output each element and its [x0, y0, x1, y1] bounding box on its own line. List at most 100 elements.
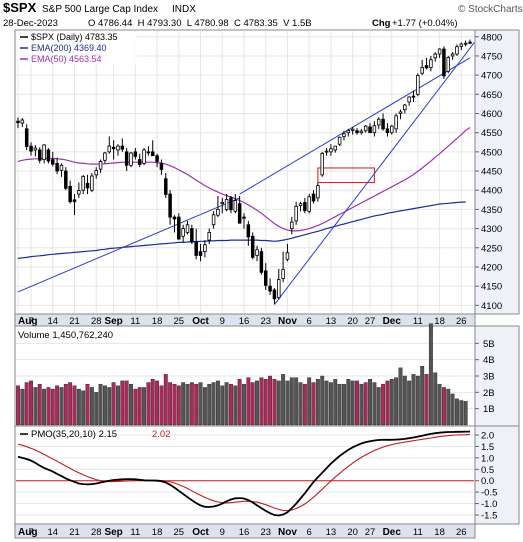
date-axis-label: Sep: [104, 527, 122, 538]
candle-down: [29, 145, 33, 152]
volume-bar-down: [250, 382, 255, 426]
ema200-layer: [17, 201, 466, 260]
candle-down: [120, 145, 125, 150]
price-y-tick-label: 4800: [481, 32, 502, 43]
volume-bar-up: [307, 377, 312, 426]
volume-bar-up: [411, 374, 416, 426]
volume-bar-down: [263, 379, 268, 426]
volume-bar-up: [142, 387, 146, 426]
candle-down: [177, 216, 181, 240]
candle-up: [216, 209, 220, 216]
volume-bar-down: [120, 380, 125, 426]
legend-ema50: EMA(50) 4563.54: [31, 54, 102, 64]
exchange: INDX: [172, 4, 196, 15]
date-axis-label: 6: [307, 316, 312, 327]
pmo-y-tick-label: -1.5: [481, 511, 497, 522]
ema200-line: [17, 201, 466, 260]
candle-up: [376, 118, 381, 126]
candle-up: [455, 46, 459, 55]
pmo-y-tick-label: 1.0: [481, 453, 494, 464]
candle-up: [390, 125, 394, 134]
volume-bar-up: [446, 388, 451, 426]
volume-bar-down: [85, 383, 90, 426]
price-y-tick-label: 4750: [481, 51, 502, 62]
volume-bar-up: [342, 383, 346, 426]
candle-up: [394, 115, 398, 130]
date-axis-label: 7: [28, 527, 33, 538]
pmo-y-tick-label: -0.5: [481, 488, 497, 499]
candle-up: [211, 214, 216, 226]
volume-bar-up: [402, 375, 407, 426]
candle-down: [124, 151, 129, 166]
candle-down: [442, 48, 446, 77]
volume-bar-down: [155, 380, 160, 426]
candle-down: [237, 203, 242, 224]
volume-bar-down: [50, 388, 55, 426]
candle-down: [263, 270, 268, 286]
price-y-tick-label: 4550: [481, 128, 502, 139]
volume-bar-up: [298, 382, 303, 426]
candle-down: [155, 155, 159, 162]
candle-down: [51, 159, 55, 165]
volume-bar-up: [372, 382, 377, 426]
volume-bar-up: [255, 380, 259, 426]
date-axis-label: 11: [413, 527, 423, 538]
volume-bar-up: [294, 377, 299, 426]
volume-bar-up: [185, 383, 190, 426]
volume-bar-up: [333, 379, 338, 426]
date-axis-label: 21: [69, 316, 80, 327]
candle-up: [324, 150, 329, 153]
candle-down: [385, 128, 390, 134]
volume-bar-down: [272, 379, 277, 426]
candle-up: [185, 224, 190, 233]
date-axis-label: Aug: [18, 316, 37, 327]
volume-y-axis: 1B 2B 3B 4B 5B: [475, 339, 495, 415]
volume-bar-up: [394, 377, 399, 426]
ema50-layer: [17, 127, 471, 232]
volume-bar-up: [420, 366, 425, 426]
pmo-y-tick-label: 2.0: [481, 431, 494, 442]
volume-bar-up: [276, 380, 281, 426]
volume-bar-down: [172, 383, 177, 426]
price-y-tick-label: 4600: [481, 109, 502, 120]
date-axis-label: 23: [260, 316, 271, 327]
candle-up: [346, 129, 351, 134]
candle-up: [59, 164, 64, 171]
candle-up: [33, 147, 38, 151]
volume-bar-down: [441, 387, 446, 426]
date-axis-label: 7: [28, 316, 33, 327]
volume-bar-up: [328, 382, 333, 426]
date-axis-label: 14: [47, 527, 58, 538]
volume-bar-up: [320, 375, 325, 426]
volume-bar-down: [189, 382, 194, 426]
candle-up: [437, 48, 442, 55]
candle-down: [190, 228, 194, 243]
volume-bar-down: [311, 382, 316, 426]
price-y-tick-label: 4150: [481, 282, 502, 293]
candle-down: [468, 41, 472, 44]
date-axis-label: 6: [307, 527, 312, 538]
volume-bar-up: [94, 392, 99, 426]
volume-bar-down: [46, 387, 51, 426]
volume-bar-up: [450, 393, 455, 426]
candle-up: [294, 205, 298, 222]
trend-line: [17, 197, 240, 293]
volume-bar-up: [42, 388, 47, 426]
date-axis-2: [14, 523, 476, 539]
candle-down: [16, 120, 20, 124]
candle-up: [129, 152, 133, 166]
price-y-tick-label: 4100: [481, 301, 502, 312]
date-axis-label: 13: [326, 316, 337, 327]
annotation-box: [317, 167, 375, 184]
candle-up: [103, 152, 107, 161]
volume-bars: [16, 323, 468, 426]
candle-up: [94, 170, 98, 176]
volume-bar-up: [346, 379, 351, 426]
volume-bar-up: [376, 387, 381, 426]
volume-bar-up: [463, 401, 468, 426]
candle-down: [272, 289, 277, 300]
date-axis-label: 11: [130, 316, 140, 327]
candle-up: [333, 145, 338, 151]
